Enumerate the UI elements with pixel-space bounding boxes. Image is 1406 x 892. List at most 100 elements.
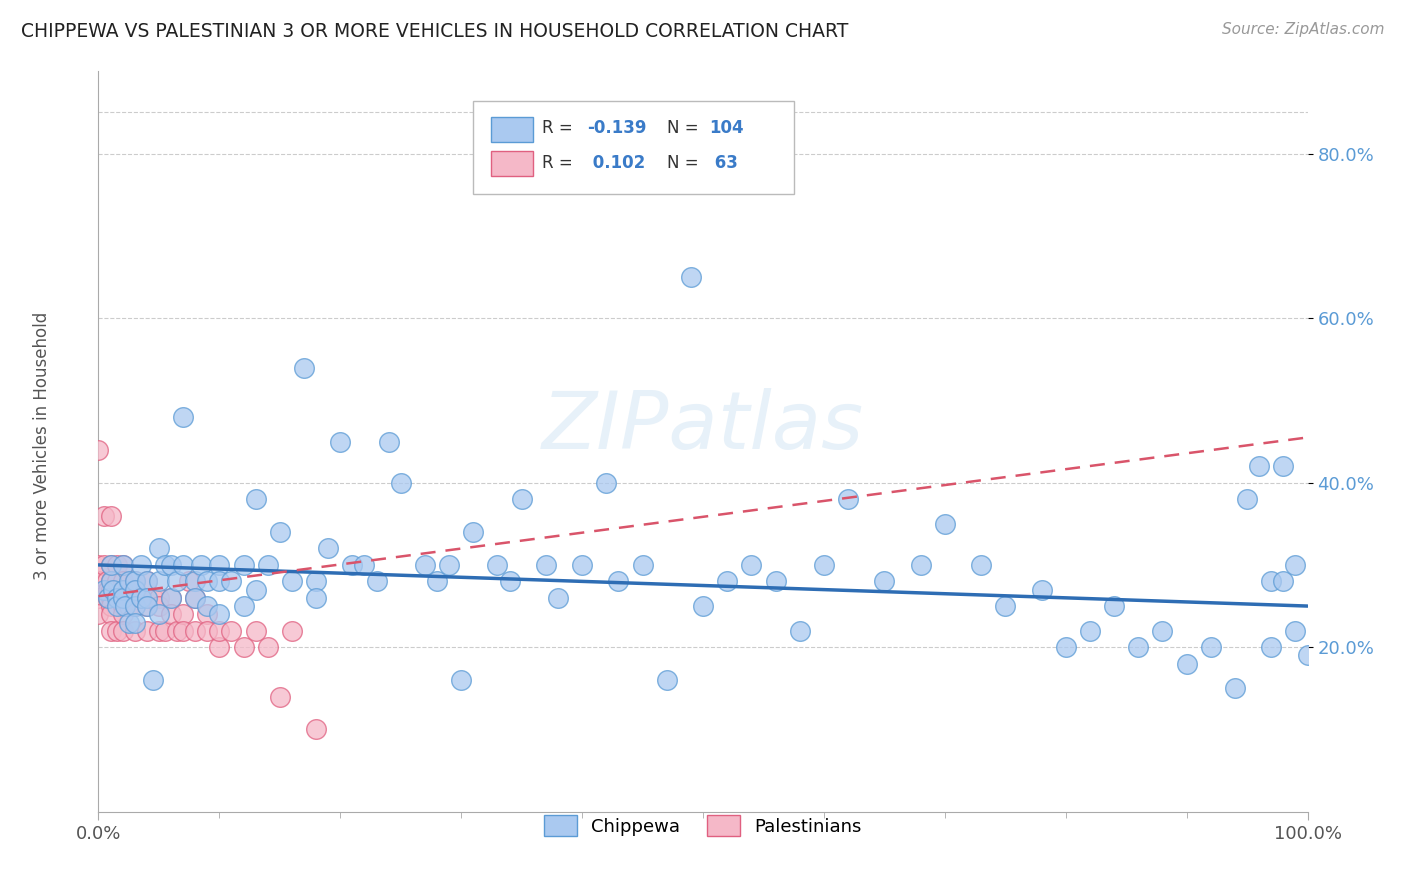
Point xyxy=(245,624,267,638)
Point xyxy=(232,558,254,572)
Point xyxy=(100,574,122,589)
Point xyxy=(716,574,738,589)
Point xyxy=(153,558,176,572)
Point xyxy=(160,591,183,605)
Point xyxy=(100,624,122,638)
Point xyxy=(96,574,118,589)
Point xyxy=(172,409,194,424)
Point xyxy=(813,558,835,572)
Point xyxy=(129,591,152,605)
Point xyxy=(118,574,141,589)
Point xyxy=(221,624,243,638)
Point xyxy=(1296,648,1319,663)
Point xyxy=(87,558,110,572)
Point xyxy=(148,541,170,556)
Point xyxy=(105,574,128,589)
Point xyxy=(124,599,146,613)
Point xyxy=(142,673,165,687)
Point xyxy=(595,475,617,490)
Point xyxy=(366,574,388,589)
Point xyxy=(135,624,157,638)
Legend: Chippewa, Palestinians: Chippewa, Palestinians xyxy=(537,808,869,844)
Point xyxy=(105,599,128,613)
Point xyxy=(305,574,328,589)
Point xyxy=(1284,624,1306,638)
Text: R =: R = xyxy=(543,120,578,137)
Point xyxy=(837,492,859,507)
Point xyxy=(353,558,375,572)
Point xyxy=(463,524,485,539)
Point xyxy=(934,516,956,531)
Point xyxy=(281,574,304,589)
Point xyxy=(172,607,194,622)
Point xyxy=(124,582,146,597)
Point xyxy=(232,640,254,655)
Text: 104: 104 xyxy=(709,120,744,137)
Text: N =: N = xyxy=(666,154,703,172)
Point xyxy=(269,690,291,704)
Point xyxy=(1272,459,1295,474)
Point xyxy=(510,492,533,507)
Point xyxy=(1128,640,1150,655)
FancyBboxPatch shape xyxy=(492,117,533,142)
Point xyxy=(179,574,201,589)
Point xyxy=(245,582,267,597)
Point xyxy=(1236,492,1258,507)
Point xyxy=(184,574,207,589)
Point xyxy=(100,599,122,613)
Point xyxy=(124,599,146,613)
Point xyxy=(1260,574,1282,589)
Point xyxy=(679,270,702,285)
Point xyxy=(172,558,194,572)
Point xyxy=(111,582,134,597)
Point xyxy=(305,591,328,605)
Point xyxy=(232,599,254,613)
Point xyxy=(377,434,399,449)
Point xyxy=(124,624,146,638)
Point xyxy=(195,607,218,622)
Point xyxy=(135,591,157,605)
Point xyxy=(184,591,207,605)
Point xyxy=(111,558,134,572)
Point xyxy=(160,558,183,572)
Text: R =: R = xyxy=(543,154,578,172)
Point xyxy=(184,591,207,605)
Point xyxy=(1249,459,1271,474)
Point xyxy=(100,582,122,597)
Text: CHIPPEWA VS PALESTINIAN 3 OR MORE VEHICLES IN HOUSEHOLD CORRELATION CHART: CHIPPEWA VS PALESTINIAN 3 OR MORE VEHICL… xyxy=(21,22,848,41)
Point xyxy=(655,673,678,687)
Point xyxy=(269,524,291,539)
Point xyxy=(1054,640,1077,655)
Point xyxy=(256,640,278,655)
Point xyxy=(101,582,124,597)
Point xyxy=(631,558,654,572)
Point xyxy=(135,599,157,613)
Point xyxy=(316,541,339,556)
Point xyxy=(190,558,212,572)
Point xyxy=(426,574,449,589)
Point xyxy=(111,574,134,589)
Point xyxy=(184,624,207,638)
Point xyxy=(256,558,278,572)
Point xyxy=(305,723,328,737)
Point xyxy=(93,582,115,597)
Point xyxy=(765,574,787,589)
Point xyxy=(873,574,896,589)
Point xyxy=(1223,681,1246,696)
Point xyxy=(114,599,136,613)
Point xyxy=(111,607,134,622)
Point xyxy=(153,624,176,638)
Point xyxy=(93,508,115,523)
Point xyxy=(221,574,243,589)
Point xyxy=(111,558,134,572)
Point xyxy=(166,574,188,589)
Point xyxy=(129,591,152,605)
Point xyxy=(450,673,472,687)
Point xyxy=(208,640,231,655)
Point xyxy=(1284,558,1306,572)
Point xyxy=(111,599,134,613)
Point xyxy=(1199,640,1222,655)
Point xyxy=(100,558,122,572)
Point xyxy=(118,615,141,630)
Point xyxy=(87,607,110,622)
